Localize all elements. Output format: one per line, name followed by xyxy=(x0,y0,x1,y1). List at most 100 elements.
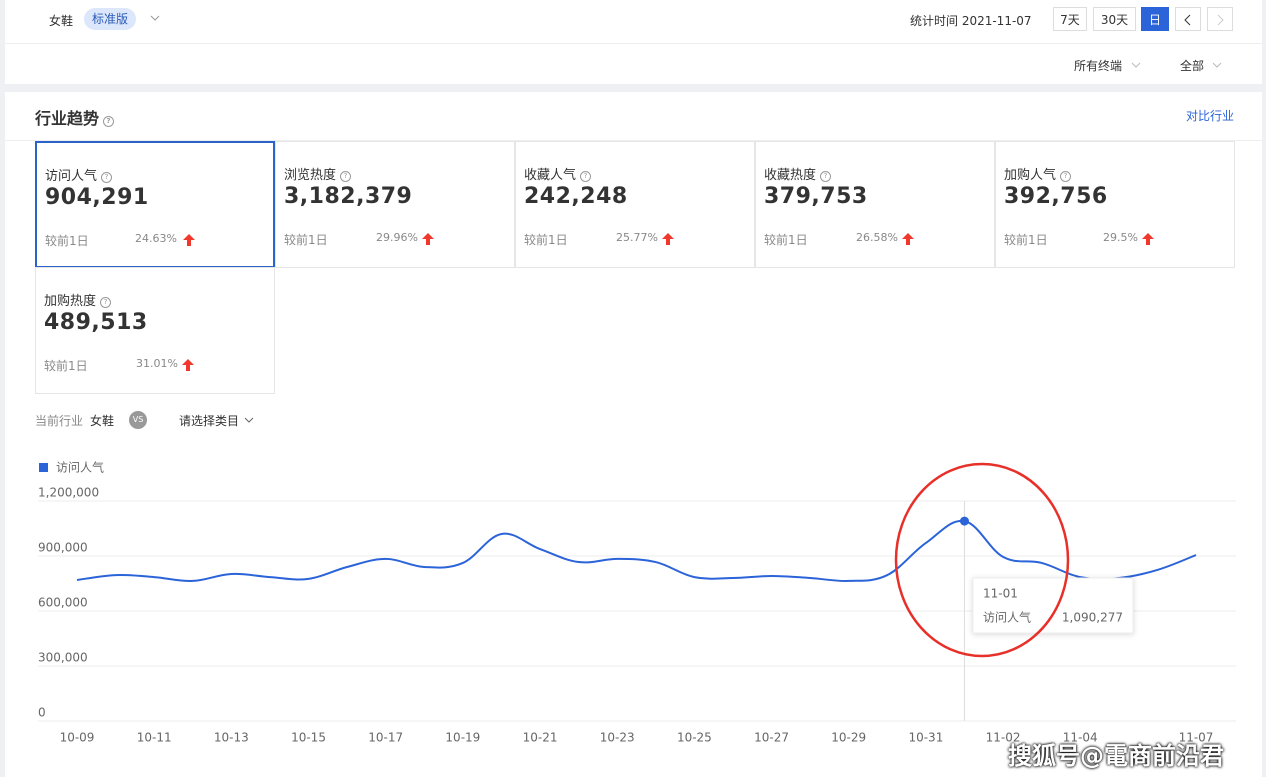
change-value: 29.96% xyxy=(376,231,418,244)
up-arrow xyxy=(183,234,195,246)
x-tick-label: 10-11 xyxy=(137,731,172,745)
metric-value: 379,753 xyxy=(764,184,868,209)
up-arrow xyxy=(182,359,194,371)
compare-text: 较前1日 xyxy=(524,233,568,247)
compare-label: 当前行业 xyxy=(35,414,84,428)
metric-value: 489,513 xyxy=(44,310,148,335)
metric-value: 3,182,379 xyxy=(284,184,413,209)
change-value: 25.77% xyxy=(616,231,658,244)
metric-card[interactable]: 访问人气? 904,291 较前1日 24.63% xyxy=(35,141,275,268)
watermark: 搜狐号@電商前沿君 xyxy=(1008,742,1224,770)
up-arrow xyxy=(422,233,434,245)
date-label: 统计时间 2021-11-07 xyxy=(910,14,1032,28)
metric-value: 904,291 xyxy=(45,185,149,210)
tooltip-value: 1,090,277 xyxy=(1062,611,1123,625)
metric-card[interactable]: 收藏人气? 242,248 较前1日 25.77% xyxy=(515,141,755,268)
category-select[interactable]: 请选择类目 xyxy=(179,414,240,428)
x-tick-label: 10-25 xyxy=(677,731,712,745)
dropdown-arrow[interactable] xyxy=(244,416,254,424)
x-tick-label: 10-23 xyxy=(600,731,635,745)
dropdown-arrow[interactable] xyxy=(150,14,160,22)
panel-title-text: 行业趋势 xyxy=(35,109,100,128)
metric-label: 加购人气? xyxy=(1004,164,1072,183)
annotation-circle xyxy=(894,462,1070,658)
filter[interactable]: 所有终端 xyxy=(1074,59,1123,73)
compare-text: 较前1日 xyxy=(44,359,88,373)
x-tick-label: 10-27 xyxy=(754,731,789,745)
help-icon: ? xyxy=(820,171,832,182)
x-tick-label: 10-29 xyxy=(831,731,866,745)
tooltip-box xyxy=(972,577,1134,634)
tooltip-category: 11-01 xyxy=(983,587,1018,601)
metric-label-text: 浏览热度 xyxy=(284,168,337,183)
change-value: 24.63% xyxy=(135,232,177,245)
panel-title: 行业趋势? xyxy=(35,105,115,129)
divider xyxy=(5,140,1262,141)
series-line xyxy=(76,519,1197,582)
y-tick-label: 0 xyxy=(38,706,46,720)
compare-text: 较前1日 xyxy=(45,234,89,248)
change-value: 26.58% xyxy=(856,231,898,244)
y-tick-label: 300,000 xyxy=(38,651,88,665)
help-icon: ? xyxy=(580,171,592,182)
y-tick-label: 900,000 xyxy=(38,541,88,555)
x-tick-label: 11-02 xyxy=(986,731,1021,745)
metric-label-text: 收藏热度 xyxy=(764,168,817,183)
hover-point xyxy=(959,516,969,526)
range-button[interactable]: 7天 xyxy=(1053,7,1087,31)
y-tick-label: 600,000 xyxy=(38,596,88,610)
dropdown-arrow[interactable] xyxy=(1131,61,1141,69)
metric-label-text: 加购热度 xyxy=(44,294,97,309)
x-tick-label: 10-09 xyxy=(60,731,95,745)
chart: 0 300,000 600,000 900,000 1,200,000 10-09 10-1… xyxy=(38,460,1236,745)
range-button-active[interactable]: 日 xyxy=(1141,7,1169,31)
x-tick-label: 10-15 xyxy=(291,731,326,745)
tooltip-series: 访问人气 xyxy=(983,610,1031,625)
metric-card[interactable]: 收藏热度? 379,753 较前1日 26.58% xyxy=(755,141,995,268)
up-arrow xyxy=(902,233,914,245)
edition-badge[interactable]: 标准版 xyxy=(84,8,137,30)
x-tick-label: 10-31 xyxy=(908,731,943,745)
legend-swatch xyxy=(39,463,48,472)
top-bar: 女鞋 标准版 统计时间 2021-11-07 7天 30天 日 所有终端 全部 xyxy=(5,0,1262,84)
x-tick-label: 10-17 xyxy=(368,731,403,745)
help-icon: ? xyxy=(100,297,112,308)
next-button[interactable] xyxy=(1207,7,1233,31)
metric-card[interactable]: 加购热度? 489,513 较前1日 31.01% xyxy=(35,267,275,394)
metric-label: 浏览热度? xyxy=(284,164,352,183)
metric-label: 收藏热度? xyxy=(764,164,832,183)
help-icon: ? xyxy=(101,172,113,183)
metric-value: 392,756 xyxy=(1004,184,1108,209)
help-icon: ? xyxy=(340,171,352,182)
range-button[interactable]: 30天 xyxy=(1093,7,1136,31)
up-arrow xyxy=(1142,233,1154,245)
category: 女鞋 xyxy=(49,14,74,28)
x-tick-label: 11-04 xyxy=(1063,731,1098,745)
compare-text: 较前1日 xyxy=(284,233,328,247)
compare-link[interactable]: 对比行业 xyxy=(1186,109,1235,123)
x-tick-label: 11-07 xyxy=(1179,731,1214,745)
metric-label: 访问人气? xyxy=(45,165,113,184)
dropdown-arrow[interactable] xyxy=(1212,61,1222,69)
vs-badge: VS xyxy=(129,411,147,429)
metric-card[interactable]: 加购人气? 392,756 较前1日 29.5% xyxy=(995,141,1235,268)
metric-value: 242,248 xyxy=(524,184,628,209)
legend-label: 访问人气 xyxy=(56,460,104,475)
divider xyxy=(5,43,1262,44)
compare-industry: 女鞋 xyxy=(90,414,115,428)
up-arrow xyxy=(662,233,674,245)
metric-label-text: 加购人气 xyxy=(1004,168,1057,183)
x-tick-label: 10-19 xyxy=(445,731,480,745)
help-icon: ? xyxy=(1060,171,1072,182)
metric-label-text: 访问人气 xyxy=(45,169,98,184)
prev-button[interactable] xyxy=(1175,7,1201,31)
compare-text: 较前1日 xyxy=(764,233,808,247)
change-value: 29.5% xyxy=(1103,231,1138,244)
metric-card[interactable]: 浏览热度? 3,182,379 较前1日 29.96% xyxy=(275,141,515,268)
compare-text: 较前1日 xyxy=(1004,233,1048,247)
x-tick-label: 10-13 xyxy=(214,731,249,745)
metric-label-text: 收藏人气 xyxy=(524,168,577,183)
filter[interactable]: 全部 xyxy=(1180,59,1205,73)
y-tick-label: 1,200,000 xyxy=(38,486,99,500)
